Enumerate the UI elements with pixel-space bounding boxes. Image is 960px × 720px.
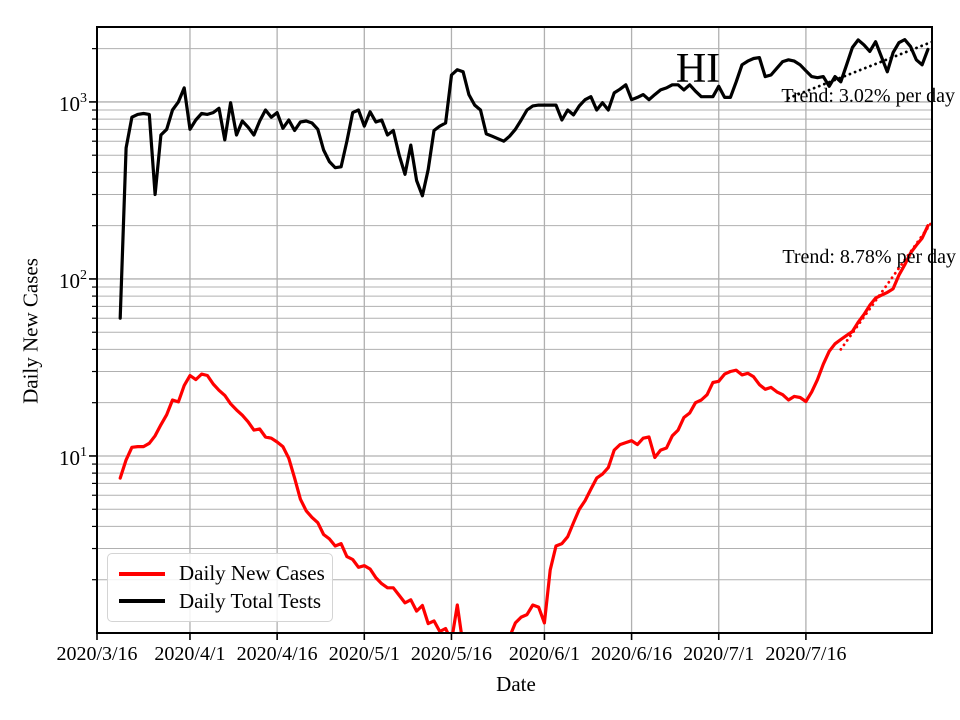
tests-line-swatch	[119, 599, 165, 604]
x-tick-label: 2020/7/1	[683, 643, 754, 665]
legend: Daily New Cases Daily Total Tests	[107, 553, 333, 622]
y-tick-label: 102	[59, 268, 87, 293]
chart-title: HI	[675, 46, 721, 92]
trend-annotation-cases: Trend: 8.78% per day	[782, 246, 956, 268]
x-tick-label: 2020/4/1	[154, 643, 225, 665]
y-axis-label: Daily New Cases	[18, 258, 43, 404]
series-daily-total-tests	[118, 37, 930, 320]
x-tick-label: 2020/7/16	[765, 643, 846, 665]
cases-line-swatch	[119, 571, 165, 576]
trend-line	[787, 40, 932, 100]
legend-item-cases: Daily New Cases	[108, 563, 332, 584]
y-tick-label: 103	[59, 91, 87, 116]
trend-annotation-tests: Trend: 3.02% per day	[781, 85, 955, 107]
x-tick-label: 2020/5/1	[329, 643, 400, 665]
x-tick-label: 2020/6/1	[509, 643, 580, 665]
x-tick-label: 2020/4/16	[237, 643, 318, 665]
x-tick-label: 2020/6/16	[591, 643, 672, 665]
legend-label-cases: Daily New Cases	[179, 561, 325, 586]
y-tick-label: 101	[59, 445, 87, 470]
series-daily-new-cases	[118, 224, 930, 633]
legend-item-tests: Daily Total Tests	[108, 588, 332, 613]
x-tick-label: 2020/5/16	[411, 643, 492, 665]
x-axis-label: Date	[496, 672, 536, 696]
trend-line	[839, 220, 932, 351]
plot-border	[96, 26, 933, 634]
legend-label-tests: Daily Total Tests	[179, 588, 322, 613]
x-tick-label: 2020/3/16	[56, 643, 137, 665]
